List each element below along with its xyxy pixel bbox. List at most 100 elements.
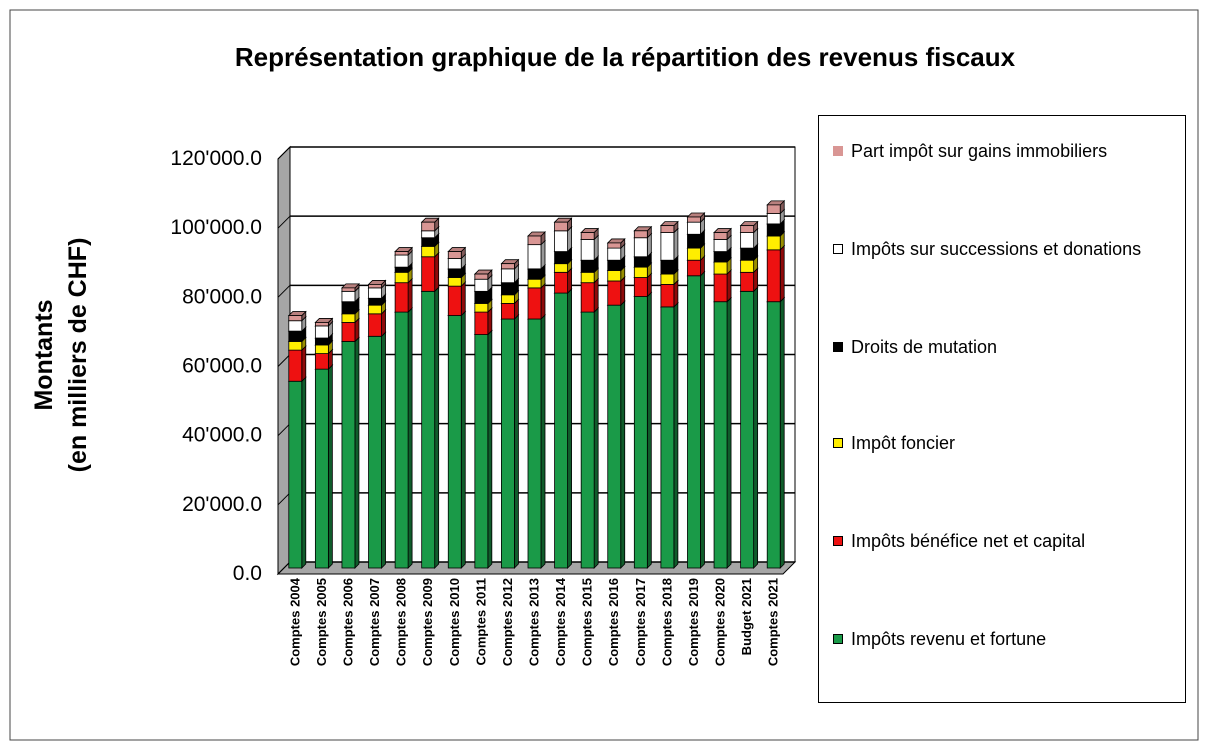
bar	[314, 353, 329, 370]
bar	[421, 221, 436, 232]
bar	[447, 285, 462, 316]
bar	[766, 213, 781, 225]
bar	[394, 251, 409, 256]
bar-side	[460, 281, 466, 317]
bar	[474, 278, 489, 292]
bar-side	[354, 336, 360, 569]
bar	[368, 304, 382, 315]
bar-side	[593, 307, 599, 569]
bar	[740, 247, 755, 261]
bar	[288, 380, 303, 569]
bar-side	[434, 251, 440, 293]
bar	[580, 271, 595, 284]
bar	[633, 277, 648, 297]
bar	[288, 349, 303, 382]
bar	[554, 251, 568, 265]
x-tick-label: Comptes 2019	[686, 578, 701, 666]
grid-line	[277, 423, 291, 437]
bar-side	[567, 288, 572, 569]
legend-item: Impôt foncier	[833, 430, 1196, 457]
bar	[580, 282, 595, 313]
bar-side	[753, 286, 759, 569]
bar-side	[487, 307, 493, 336]
x-tick-label: Comptes 2009	[420, 578, 435, 666]
bar-side	[673, 301, 679, 569]
bar	[288, 320, 303, 332]
bar	[607, 242, 622, 249]
bar-side	[620, 300, 626, 569]
bar	[421, 237, 436, 247]
bar	[501, 294, 515, 304]
legend-swatch	[833, 634, 843, 644]
bar	[314, 344, 329, 354]
bar	[660, 284, 675, 308]
bar-side	[381, 331, 386, 569]
x-tick-label: Comptes 2012	[500, 578, 515, 666]
bar	[341, 313, 356, 323]
x-tick-label: Comptes 2013	[527, 578, 542, 666]
bar	[580, 259, 595, 273]
bar	[394, 266, 409, 273]
bar	[740, 225, 755, 233]
bar	[766, 249, 781, 303]
bar	[713, 301, 728, 569]
bar	[687, 216, 701, 223]
bar	[368, 284, 382, 289]
bar	[766, 235, 781, 251]
bar	[314, 325, 329, 339]
bar	[580, 311, 595, 569]
x-tick-label: Comptes 2010	[447, 578, 462, 666]
bar	[421, 256, 436, 292]
bar	[607, 280, 622, 306]
legend-item: Droits de mutation	[833, 334, 1196, 361]
x-tick-label: Comptes 2014	[553, 577, 568, 666]
bar-side	[779, 296, 785, 569]
bar	[766, 301, 781, 569]
bar	[314, 322, 329, 327]
bar-side	[434, 286, 440, 569]
bar-side	[540, 314, 546, 569]
bar	[607, 259, 622, 271]
bar-side	[514, 314, 519, 569]
bar	[713, 239, 728, 252]
bar-side	[726, 269, 732, 303]
legend-swatch	[833, 146, 843, 156]
bar	[633, 296, 648, 569]
x-tick-label: Comptes 2005	[314, 578, 329, 666]
bar	[713, 273, 728, 303]
bar	[740, 259, 755, 273]
bar	[368, 297, 382, 306]
bar	[501, 282, 515, 296]
bar	[368, 335, 382, 569]
bar	[554, 230, 568, 252]
bar	[740, 290, 755, 569]
bar	[607, 304, 622, 569]
bar-side	[381, 308, 386, 338]
bar-side	[646, 291, 652, 569]
bar	[368, 287, 382, 299]
bar	[394, 271, 409, 284]
grid-line	[277, 215, 291, 229]
bar	[501, 303, 515, 320]
bar-side	[673, 279, 679, 308]
legend: Part impôt sur gains immobiliers Impôts s…	[818, 115, 1186, 703]
bar	[447, 258, 462, 270]
bar	[633, 256, 648, 268]
bar	[554, 263, 568, 273]
x-tick-label: Comptes 2021	[766, 578, 781, 666]
bar	[687, 275, 701, 569]
bar	[527, 244, 542, 270]
x-tick-label: Comptes 2011	[473, 578, 488, 665]
bar	[447, 268, 462, 278]
bar-side	[779, 244, 785, 303]
bar	[314, 337, 329, 346]
x-tick-label: Comptes 2006	[340, 578, 355, 666]
bar	[660, 273, 675, 285]
bar	[687, 221, 701, 235]
x-tick-label: Comptes 2020	[713, 578, 728, 666]
y-tick-label: 120'000.0	[170, 147, 262, 170]
bar	[713, 251, 728, 263]
bar	[288, 315, 303, 322]
x-tick-label: Comptes 2004	[287, 577, 302, 666]
bar	[687, 259, 701, 277]
